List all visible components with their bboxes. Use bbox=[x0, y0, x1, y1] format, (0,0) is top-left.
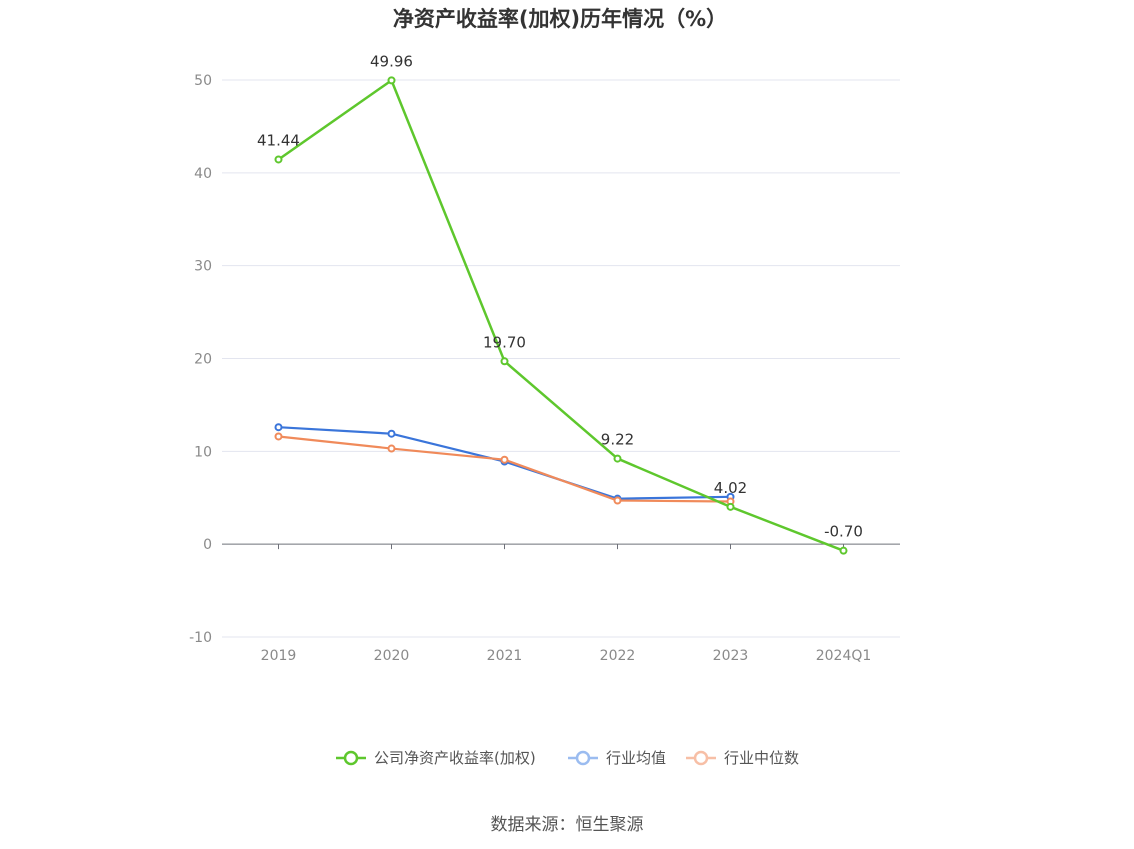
data-labels: 41.44 49.96 19.70 9.22 4.02 -0.70 bbox=[257, 52, 863, 540]
series-point-2 bbox=[387, 444, 396, 453]
series-point-0 bbox=[387, 76, 396, 85]
x-tick-label: 2023 bbox=[713, 648, 749, 664]
legend-item-1[interactable]: 行业均值 bbox=[568, 749, 666, 767]
legend-marker-icon bbox=[693, 750, 709, 766]
legend[interactable]: 公司净资产收益率(加权) 行业均值 行业中位数 bbox=[336, 749, 799, 767]
data-label: 41.44 bbox=[257, 131, 300, 149]
legend-label: 行业中位数 bbox=[724, 749, 799, 767]
chart-title: 净资产收益率(加权)历年情况（%） bbox=[393, 7, 727, 31]
x-tick-label: 2019 bbox=[261, 648, 297, 664]
data-label: 49.96 bbox=[370, 52, 413, 70]
x-tick-label: 2020 bbox=[374, 648, 410, 664]
legend-marker-icon bbox=[575, 750, 591, 766]
legend-item-2[interactable]: 行业中位数 bbox=[686, 749, 799, 767]
series-line-2 bbox=[278, 435, 731, 503]
x-tick-label: 2022 bbox=[600, 648, 636, 664]
series-point-2 bbox=[500, 455, 509, 464]
legend-marker-icon bbox=[343, 750, 359, 766]
y-tick-label: 50 bbox=[194, 73, 212, 89]
source-note: 数据来源：恒生聚源 bbox=[491, 815, 644, 835]
series-line-0 bbox=[277, 79, 844, 552]
y-axis-ticks: 50 40 30 20 10 0 -10 bbox=[189, 73, 212, 646]
series-point-0 bbox=[839, 546, 848, 555]
x-axis: 2019 2020 2021 2022 2023 2024Q1 bbox=[222, 543, 900, 664]
series-point-1 bbox=[274, 423, 283, 432]
grid-lines bbox=[222, 79, 900, 638]
series-point-2 bbox=[613, 496, 622, 505]
series-point-2 bbox=[274, 432, 283, 441]
data-label: 19.70 bbox=[483, 333, 526, 351]
legend-label: 行业均值 bbox=[606, 749, 666, 767]
x-tick-label: 2021 bbox=[487, 648, 523, 664]
x-tick-label: 2024Q1 bbox=[816, 648, 872, 664]
series-point-1 bbox=[387, 429, 396, 438]
legend-item-0[interactable]: 公司净资产收益率(加权) bbox=[336, 749, 536, 767]
data-label: -0.70 bbox=[824, 523, 863, 541]
series-point-0 bbox=[726, 502, 735, 511]
data-label: 4.02 bbox=[714, 479, 747, 497]
data-label: 9.22 bbox=[601, 431, 634, 449]
y-tick-label: 40 bbox=[194, 166, 212, 182]
y-tick-label: 0 bbox=[203, 537, 212, 553]
legend-label: 公司净资产收益率(加权) bbox=[374, 749, 536, 767]
y-tick-label: -10 bbox=[189, 630, 212, 646]
series-point-0 bbox=[274, 155, 283, 164]
series-point-0 bbox=[613, 454, 622, 463]
series-point-0 bbox=[500, 357, 509, 366]
y-tick-label: 20 bbox=[194, 352, 212, 368]
y-tick-label: 30 bbox=[194, 259, 212, 275]
y-tick-label: 10 bbox=[194, 444, 212, 460]
series-lines bbox=[274, 76, 848, 555]
